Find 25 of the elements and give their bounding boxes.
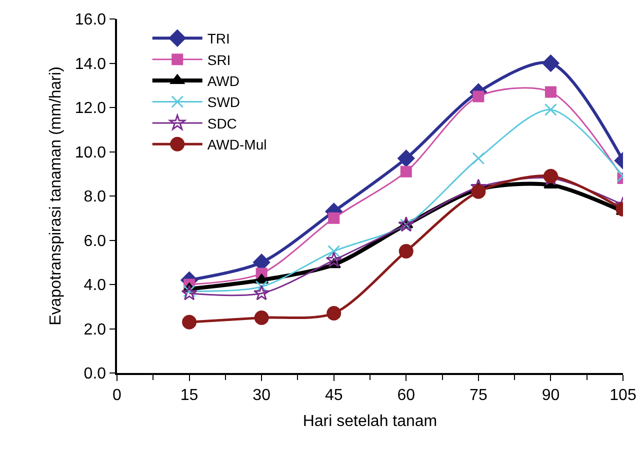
x-axis-title: Hari setelah tanam (302, 413, 438, 430)
y-tick-label: 16.0 (74, 12, 106, 29)
y-tick-label: 12.0 (74, 100, 106, 118)
x-tick-label: 75 (470, 386, 488, 404)
y-tick-label: 14.0 (74, 56, 106, 73)
y-axis-title: Evapotranspirasi tanaman (mm/hari) (47, 66, 64, 326)
x-tick-label: 15 (180, 386, 198, 404)
legend-label: SRI (207, 52, 231, 68)
legend-label: SDC (207, 115, 237, 132)
legend-label: SWD (207, 94, 240, 110)
y-tick-label: 0.0 (84, 366, 106, 383)
legend-label: AWD-Mul (207, 136, 267, 153)
x-tick-label: 0 (112, 386, 122, 404)
x-tick-label: 45 (324, 386, 343, 404)
y-tick-label: 8.0 (84, 188, 106, 206)
y-tick-label: 2.0 (84, 321, 106, 338)
legend-label: TRI (207, 30, 230, 47)
x-tick-label: 30 (252, 386, 271, 404)
y-tick-label: 4.0 (84, 277, 106, 294)
legend-label: AWD (207, 73, 240, 89)
y-tick-label: 10.0 (74, 144, 106, 162)
x-tick-label: 105 (610, 386, 636, 404)
y-tick-label: 6.0 (84, 232, 106, 250)
x-tick-label: 90 (542, 386, 560, 404)
x-tick-label: 60 (397, 386, 416, 404)
